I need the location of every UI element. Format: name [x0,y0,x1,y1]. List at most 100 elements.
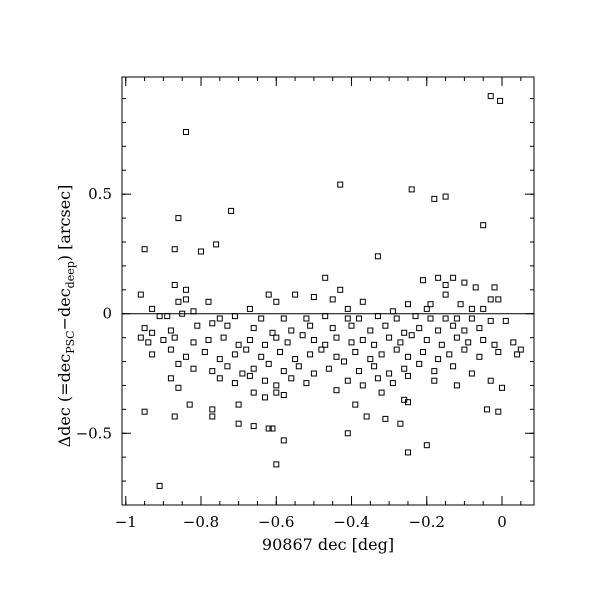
data-point [431,195,438,202]
data-point [273,334,280,341]
data-point [280,315,287,322]
data-point [416,325,423,332]
data-point [356,368,362,375]
data-point [224,322,231,329]
data-point [167,327,174,334]
data-point [269,329,276,336]
data-point [216,356,223,363]
x-tick-label: −0.8 [183,513,219,531]
data-point [397,420,404,427]
data-point [235,420,242,427]
data-point [484,406,490,413]
data-point [397,339,404,346]
data-point [374,253,381,260]
data-point [183,129,189,135]
data-point [344,430,351,437]
data-point [277,349,283,355]
data-point [149,305,156,312]
data-point [517,346,524,353]
data-point [348,322,355,329]
data-point [190,308,197,315]
data-point [382,322,389,329]
data-point [352,349,359,355]
data-point [280,392,287,398]
data-point [250,389,257,396]
data-point [386,334,393,341]
data-point [269,425,276,432]
data-point [141,325,148,332]
data-point [352,401,359,408]
data-point [280,437,287,444]
data-point [495,349,502,355]
data-point [497,97,504,104]
data-point [160,337,167,343]
data-point [231,351,238,358]
data-point [145,339,152,346]
data-point [420,277,426,284]
x-tick-label: −0.6 [258,513,294,531]
data-point [231,313,238,320]
data-point [468,305,475,312]
data-point [367,356,374,363]
data-point [292,291,299,298]
data-point [457,301,464,308]
data-point [190,339,197,346]
x-tick-label: −0.4 [333,513,369,531]
data-point [468,370,475,377]
data-point [344,305,351,312]
data-point [201,349,208,355]
data-point [205,298,212,305]
y-axis-label: Δdec (=decPSC−decdeep) [arcsec] [55,185,77,448]
data-point [393,346,400,353]
data-point [431,377,438,384]
data-point [262,394,268,401]
data-point [480,337,487,343]
data-point [303,315,310,322]
data-point [205,337,212,343]
data-point [401,365,408,372]
data-point [258,315,265,322]
data-point [453,315,460,322]
data-point [442,315,449,322]
x-tick-label: −1 [115,513,137,531]
data-point [427,301,434,308]
data-point [310,294,317,300]
data-points [137,93,524,489]
data-point [262,341,268,348]
data-point [499,384,505,391]
data-point [213,241,220,248]
data-point [405,399,411,406]
data-point [194,322,201,329]
x-tick-label: −0.2 [409,513,445,531]
data-point [265,291,272,298]
data-point [412,313,419,320]
data-point [461,279,468,286]
data-point [374,375,381,382]
data-point [299,332,306,339]
data-point [171,334,178,341]
data-point [273,461,280,468]
data-point [386,370,393,377]
data-point [510,339,517,346]
data-point [374,313,381,320]
data-point [341,358,347,365]
data-point [435,274,442,281]
data-point [318,346,325,353]
data-point [333,334,340,341]
data-point [468,315,475,322]
data-point [231,380,238,387]
data-point [310,370,317,377]
data-point [401,329,408,336]
data-point [408,332,415,339]
data-point [453,382,460,389]
data-point [183,286,189,293]
data-point [307,322,314,329]
data-point [344,377,351,384]
data-point [442,282,449,288]
y-axis-label-sub-deep: deep [64,261,77,288]
y-tick-label: 0 [102,305,112,323]
data-point [156,482,163,489]
data-point [198,248,204,255]
data-point [450,322,457,329]
data-point [495,408,502,415]
